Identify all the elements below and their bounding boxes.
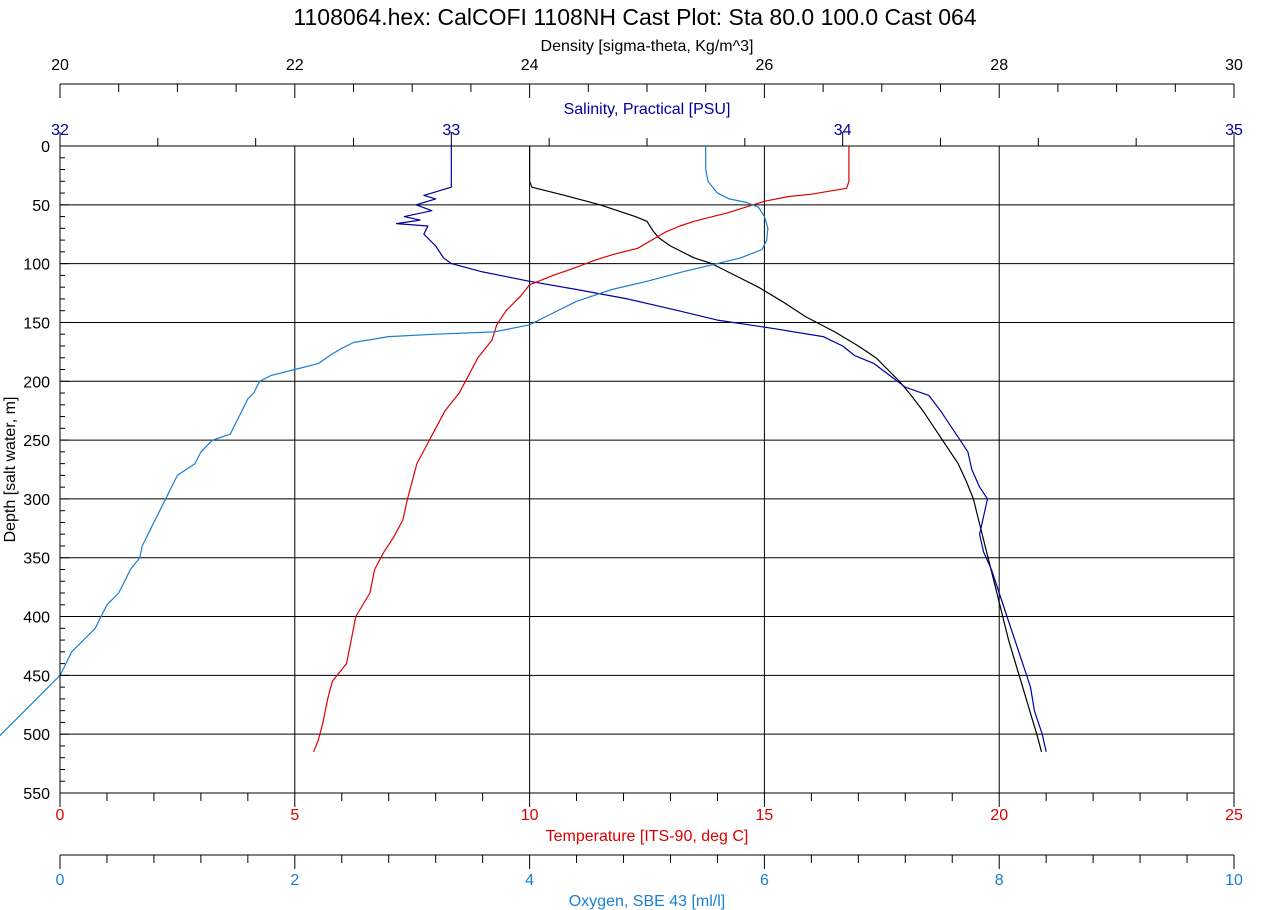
density-tick-label: 22: [286, 57, 304, 74]
depth-tick-label: 300: [23, 492, 50, 509]
salinity-tick-label: 35: [1225, 122, 1243, 139]
temperature-tick-label: 25: [1225, 807, 1243, 824]
depth-tick-label: 200: [23, 374, 50, 391]
depth-tick-label: 350: [23, 551, 50, 568]
temperature-tick-label: 0: [56, 807, 65, 824]
oxygen-tick-label: 10: [1225, 872, 1243, 889]
salinity-tick-label: 34: [834, 122, 852, 139]
oxygen-tick-label: 4: [525, 872, 534, 889]
depth-tick-label: 450: [23, 668, 50, 685]
oxygen-tick-label: 2: [290, 872, 299, 889]
density-profile-line: [528, 146, 1043, 752]
chart-title: 1108064.hex: CalCOFI 1108NH Cast Plot: S…: [293, 4, 976, 30]
depth-tick-label: 0: [41, 139, 50, 156]
depth-tick-label: 250: [23, 433, 50, 450]
oxygen-tick-label: 8: [995, 872, 1004, 889]
density-tick-label: 24: [521, 57, 539, 74]
temperature-tick-label: 20: [990, 807, 1008, 824]
temperature-tick-label: 15: [756, 807, 774, 824]
density-tick-label: 28: [990, 57, 1008, 74]
temperature-tick-label: 10: [521, 807, 539, 824]
density-axis-title: Density [sigma-theta, Kg/m^3]: [541, 38, 754, 55]
density-tick-label: 20: [51, 57, 69, 74]
density-tick-label: 30: [1225, 57, 1243, 74]
temperature-tick-label: 5: [290, 807, 299, 824]
density-tick-label: 26: [756, 57, 774, 74]
salinity-tick-label: 32: [51, 122, 69, 139]
series-layer: [0, 146, 1047, 753]
depth-tick-label: 150: [23, 315, 50, 332]
salinity-tick-label: 33: [442, 122, 460, 139]
temperature-axis-title: Temperature [ITS-90, deg C]: [546, 828, 749, 845]
depth-tick-label: 400: [23, 610, 50, 627]
temperature-profile-line: [313, 146, 850, 753]
oxygen-axis-title: Oxygen, SBE 43 [ml/l]: [569, 893, 726, 910]
oxygen-tick-label: 0: [56, 872, 65, 889]
depth-tick-label: 500: [23, 727, 50, 744]
depth-tick-label: 550: [23, 786, 50, 803]
depth-tick-label: 100: [23, 257, 50, 274]
oxygen-tick-label: 6: [760, 872, 769, 889]
depth-axis-title: Depth [salt water, m]: [2, 397, 19, 543]
salinity-axis-title: Salinity, Practical [PSU]: [564, 101, 731, 118]
oxygen-profile-line: [0, 146, 769, 737]
salinity-profile-line: [395, 146, 1047, 752]
depth-tick-label: 50: [32, 198, 50, 215]
